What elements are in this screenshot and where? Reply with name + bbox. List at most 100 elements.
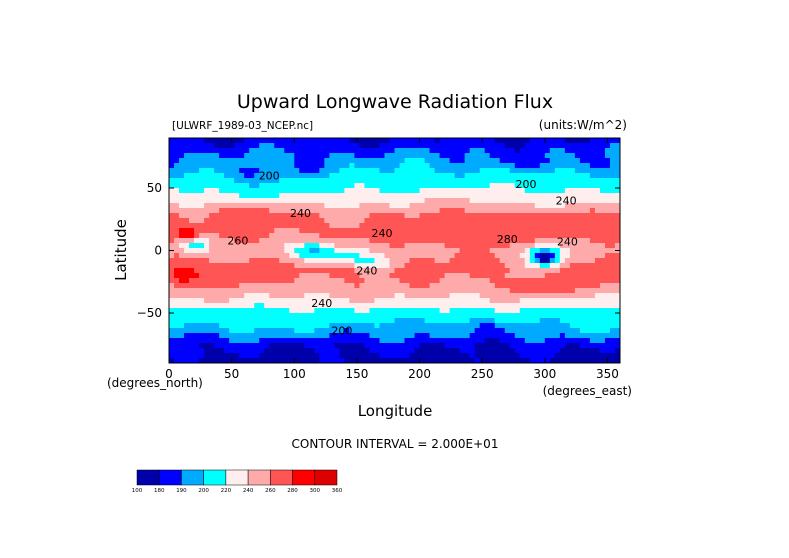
heatmap-cell: [379, 333, 386, 339]
heatmap-cell: [609, 178, 616, 184]
heatmap-cell: [174, 283, 180, 289]
heatmap-cell: [499, 188, 506, 194]
heatmap-cell: [384, 198, 391, 204]
heatmap-cell: [519, 353, 526, 359]
heatmap-cell: [379, 348, 386, 354]
heatmap-cell: [459, 178, 466, 184]
heatmap-cell: [324, 343, 330, 349]
heatmap-cell: [334, 358, 340, 363]
heatmap-cell: [254, 193, 260, 199]
heatmap-cell: [584, 213, 591, 219]
heatmap-cell: [534, 323, 541, 329]
heatmap-cell: [464, 338, 471, 344]
heatmap-cell: [359, 303, 366, 309]
heatmap-cell: [264, 298, 270, 304]
heatmap-cell: [509, 358, 516, 363]
heatmap-cell: [589, 278, 596, 284]
heatmap-cell: [269, 148, 275, 154]
heatmap-cell: [534, 158, 541, 164]
heatmap-cell: [534, 198, 541, 204]
heatmap-cell: [479, 143, 486, 149]
heatmap-cell: [444, 323, 451, 329]
heatmap-cell: [369, 188, 376, 194]
heatmap-cell: [204, 183, 210, 189]
heatmap-cell: [504, 353, 511, 359]
heatmap-cell: [519, 323, 526, 329]
heatmap-cell: [554, 353, 561, 359]
heatmap-cell: [344, 238, 350, 244]
heatmap-cell: [199, 143, 205, 149]
heatmap-cell: [489, 343, 496, 349]
heatmap-cell: [234, 308, 240, 314]
heatmap-cell: [449, 358, 456, 363]
heatmap-cell: [194, 343, 200, 349]
heatmap-cell: [519, 288, 526, 294]
heatmap-cell: [464, 353, 471, 359]
heatmap-cell: [489, 193, 496, 199]
heatmap-cell: [229, 198, 235, 204]
heatmap-cell: [449, 333, 456, 339]
heatmap-cell: [514, 343, 521, 349]
heatmap-cell: [514, 278, 521, 284]
heatmap-cell: [414, 258, 421, 264]
heatmap-cell: [419, 263, 426, 269]
heatmap-cell: [239, 248, 245, 254]
heatmap-cell: [499, 203, 506, 209]
heatmap-cell: [199, 328, 205, 334]
heatmap-cell: [279, 308, 285, 314]
heatmap-cell: [384, 333, 391, 339]
heatmap-cell: [529, 268, 536, 274]
heatmap-cell: [499, 223, 506, 229]
heatmap-cell: [254, 148, 260, 154]
heatmap-cell: [584, 188, 591, 194]
heatmap-cell: [234, 273, 240, 279]
heatmap-cell: [294, 268, 300, 274]
heatmap-cell: [589, 188, 596, 194]
heatmap-cell: [464, 218, 471, 224]
heatmap-cell: [234, 278, 240, 284]
heatmap-cell: [504, 318, 511, 324]
heatmap-cell: [339, 213, 345, 219]
heatmap-cell: [534, 298, 541, 304]
contour-label: 200: [259, 169, 280, 182]
heatmap-cell: [604, 158, 611, 164]
heatmap-cell: [394, 143, 401, 149]
heatmap-cell: [364, 148, 371, 154]
heatmap-cell: [284, 183, 290, 189]
heatmap-cell: [359, 358, 366, 363]
heatmap-cell: [594, 158, 601, 164]
heatmap-cell: [219, 338, 225, 344]
heatmap-cell: [509, 268, 516, 274]
heatmap-cell: [244, 163, 250, 169]
heatmap-cell: [579, 323, 586, 329]
heatmap-cell: [274, 248, 280, 254]
heatmap-cell: [469, 213, 476, 219]
heatmap-cell: [314, 193, 320, 199]
heatmap-cell: [394, 163, 401, 169]
heatmap-cell: [289, 208, 295, 214]
heatmap-cell: [324, 148, 330, 154]
x-axis-label: Longitude: [358, 402, 433, 420]
heatmap-cell: [364, 323, 371, 329]
heatmap-cell: [369, 303, 376, 309]
heatmap-cell: [479, 348, 486, 354]
heatmap-cell: [504, 358, 511, 363]
heatmap-cell: [239, 253, 245, 259]
heatmap-cell: [509, 353, 516, 359]
heatmap-cell: [579, 223, 586, 229]
heatmap-cell: [334, 183, 340, 189]
heatmap-cell: [549, 218, 556, 224]
heatmap-cell: [474, 343, 481, 349]
heatmap-cell: [494, 148, 501, 154]
heatmap-cell: [584, 353, 591, 359]
heatmap-cell: [204, 353, 210, 359]
heatmap-cell: [424, 278, 431, 284]
heatmap-cell: [514, 338, 521, 344]
heatmap-cell: [334, 223, 340, 229]
heatmap-cell: [244, 303, 250, 309]
heatmap-cell: [284, 218, 290, 224]
heatmap-cell: [249, 213, 255, 219]
heatmap-cell: [294, 333, 300, 339]
heatmap-cell: [604, 288, 611, 294]
